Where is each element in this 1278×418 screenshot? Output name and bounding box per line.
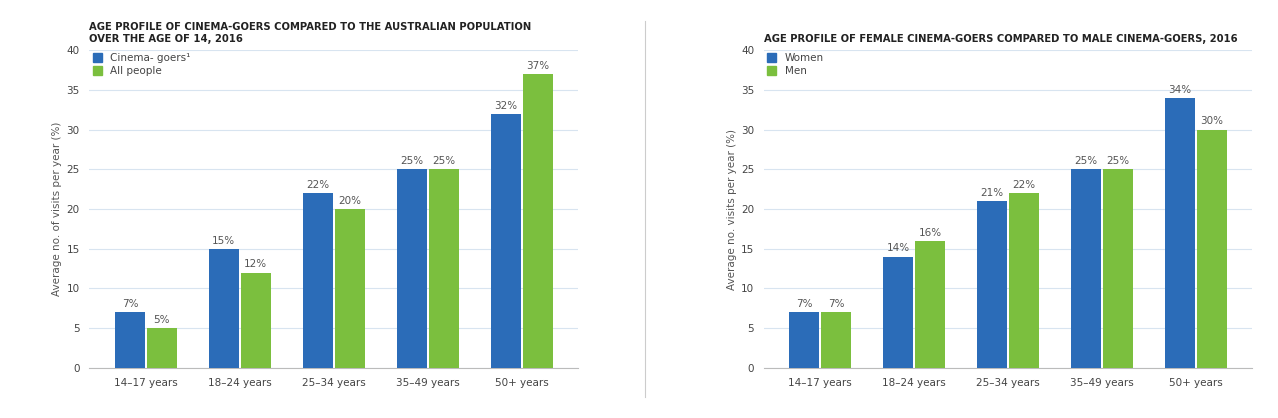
Bar [396,169,427,368]
Bar [147,328,176,368]
Text: 15%: 15% [212,235,235,245]
Bar [1103,169,1134,368]
Text: 5%: 5% [153,315,170,325]
Text: 14%: 14% [887,243,910,253]
Text: 7%: 7% [796,299,813,309]
Text: 30%: 30% [1200,116,1223,126]
Text: 7%: 7% [121,299,138,309]
Text: AGE PROFILE OF CINEMA-GOERS COMPARED TO THE AUSTRALIAN POPULATION
OVER THE AGE O: AGE PROFILE OF CINEMA-GOERS COMPARED TO … [89,22,532,44]
Legend: Women, Men: Women, Men [764,50,827,79]
Text: 21%: 21% [980,188,1003,198]
Text: 25%: 25% [432,156,455,166]
Text: 22%: 22% [1012,180,1035,190]
Text: 25%: 25% [1107,156,1130,166]
Bar [1071,169,1102,368]
Text: 37%: 37% [527,61,550,71]
Bar [1197,130,1227,368]
Text: 32%: 32% [495,100,518,110]
Text: 7%: 7% [828,299,845,309]
Bar [428,169,459,368]
Text: 25%: 25% [400,156,423,166]
Bar [883,257,914,368]
Y-axis label: Average no. visits per year (%): Average no. visits per year (%) [727,128,736,290]
Bar [240,273,271,368]
Bar [789,312,819,368]
Text: 34%: 34% [1168,84,1191,94]
Bar [822,312,851,368]
Text: 16%: 16% [919,227,942,237]
Legend: Cinema- goers¹, All people: Cinema- goers¹, All people [89,50,194,79]
Bar [523,74,553,368]
Text: 22%: 22% [307,180,330,190]
Bar [335,209,364,368]
Bar [1166,98,1195,368]
Bar [208,249,239,368]
Text: 25%: 25% [1075,156,1098,166]
Bar [115,312,144,368]
Y-axis label: Average no. of visits per year (%): Average no. of visits per year (%) [52,122,63,296]
Bar [978,201,1007,368]
Bar [915,241,946,368]
Text: AGE PROFILE OF FEMALE CINEMA-GOERS COMPARED TO MALE CINEMA-GOERS, 2016: AGE PROFILE OF FEMALE CINEMA-GOERS COMPA… [764,34,1237,44]
Bar [491,114,521,368]
Bar [303,193,332,368]
Text: 12%: 12% [244,259,267,269]
Bar [1010,193,1039,368]
Text: 20%: 20% [339,196,362,206]
